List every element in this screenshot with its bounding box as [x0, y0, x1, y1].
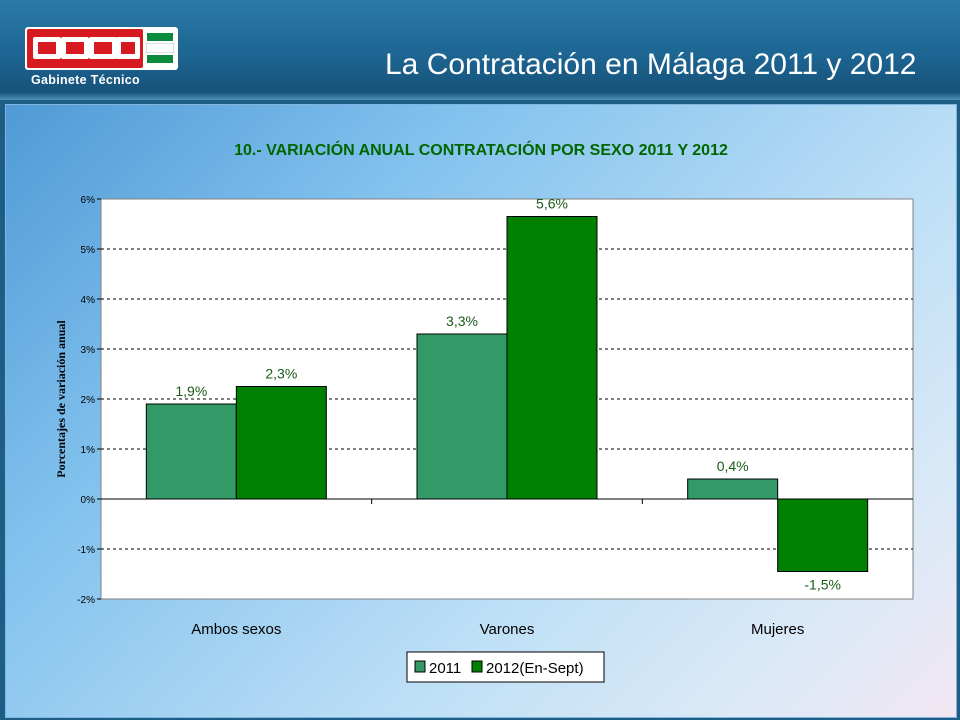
y-tick-label: 2% — [81, 395, 96, 406]
legend-label: 2012(En-Sept) — [486, 660, 584, 677]
bar-2012ensept — [235, 386, 327, 500]
x-tick-label: Mujeres — [751, 621, 804, 638]
bar-2011 — [687, 478, 779, 500]
legend-box — [406, 651, 605, 683]
data-label: 0,4% — [717, 458, 749, 474]
y-tick-label: 4% — [81, 295, 96, 306]
ccoo-logo — [25, 27, 178, 70]
flag-stripe-white — [146, 43, 174, 53]
y-tick-label: -2% — [77, 595, 95, 606]
y-tick-label: 1% — [81, 445, 96, 456]
logo-caption: Gabinete Técnico — [31, 73, 140, 87]
y-tick-label: 0% — [81, 495, 96, 506]
x-tick-label: Ambos sexos — [191, 621, 281, 638]
legend-swatch — [471, 660, 483, 673]
legend-swatch — [414, 660, 426, 673]
logo-letter — [89, 37, 117, 59]
bar-2011 — [416, 333, 508, 500]
flag-stripe-green — [147, 55, 173, 63]
x-tick-label: Varones — [480, 621, 535, 638]
bar-2012ensept — [506, 216, 598, 500]
data-label: 5,6% — [536, 196, 568, 212]
page-title: La Contratación en Málaga 2011 y 2012 — [385, 48, 917, 81]
bar-chart: 10.- VARIACIÓN ANUAL CONTRATACIÓN POR SE… — [54, 140, 914, 683]
data-label: 3,3% — [446, 313, 478, 329]
legend-label: 2011 — [429, 660, 461, 677]
data-label: -1,5% — [804, 577, 841, 593]
y-tick-label: -1% — [77, 545, 95, 556]
logo-letter — [61, 37, 89, 59]
logo-red-block — [27, 29, 143, 68]
bar-2012ensept — [777, 498, 869, 572]
data-label: 2,3% — [265, 366, 297, 382]
y-tick-label: 5% — [81, 245, 96, 256]
flag-stripe-green — [147, 33, 173, 41]
y-tick-label: 6% — [81, 195, 96, 206]
logo-letter — [116, 37, 140, 59]
bar-2011 — [145, 403, 237, 500]
data-label: 1,9% — [175, 383, 207, 399]
y-axis-label: Porcentajes de variación anual — [54, 320, 68, 478]
header-banner: Gabinete Técnico La Contratación en Mála… — [0, 0, 960, 100]
logo-letter — [33, 37, 61, 59]
slide-panel: 10.- VARIACIÓN ANUAL CONTRATACIÓN POR SE… — [5, 104, 957, 718]
chart-title: 10.- VARIACIÓN ANUAL CONTRATACIÓN POR SE… — [234, 140, 728, 159]
y-tick-label: 3% — [81, 345, 96, 356]
